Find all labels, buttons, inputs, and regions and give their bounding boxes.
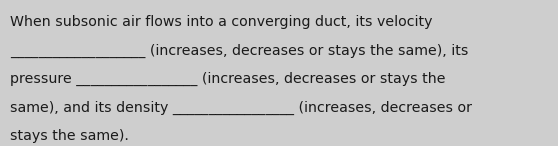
Text: stays the same).: stays the same). bbox=[10, 129, 129, 143]
Text: same), and its density _________________ (increases, decreases or: same), and its density _________________… bbox=[10, 101, 472, 115]
Text: ___________________ (increases, decreases or stays the same), its: ___________________ (increases, decrease… bbox=[10, 44, 468, 58]
Text: When subsonic air flows into a converging duct, its velocity: When subsonic air flows into a convergin… bbox=[10, 15, 432, 29]
Text: pressure _________________ (increases, decreases or stays the: pressure _________________ (increases, d… bbox=[10, 72, 445, 86]
